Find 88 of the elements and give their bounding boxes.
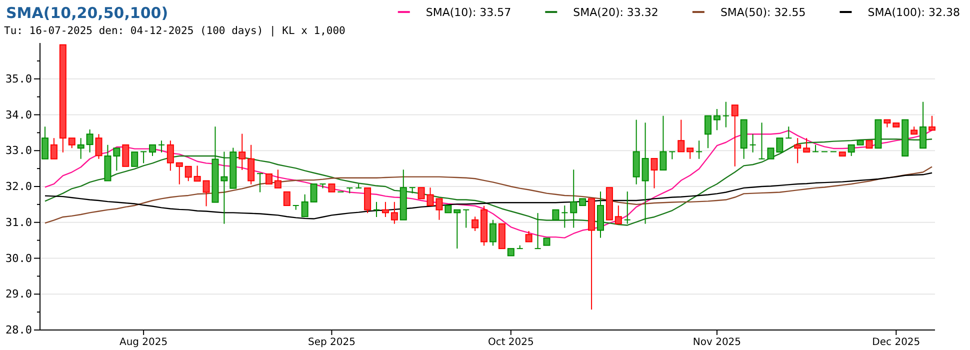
candlestick <box>614 205 622 224</box>
candlestick <box>722 101 730 128</box>
y-tick-label: 28.0 <box>6 324 32 337</box>
candlestick <box>220 151 228 224</box>
candlestick <box>418 187 425 200</box>
candlestick <box>95 134 102 160</box>
candlestick <box>686 148 694 160</box>
candlestick <box>713 108 720 131</box>
candlestick <box>731 104 738 167</box>
legend-label: SMA(10): 33.57 <box>426 6 512 19</box>
candlestick <box>928 115 936 131</box>
candlestick <box>696 140 703 160</box>
candlestick <box>373 201 380 218</box>
y-tick-label: 32.0 <box>6 180 32 194</box>
candlestick <box>131 152 138 167</box>
y-tick-label: 35.0 <box>6 72 32 86</box>
candlestick <box>382 201 389 218</box>
candlestick <box>848 144 855 157</box>
candlestick <box>920 101 927 149</box>
candlestick <box>42 126 48 160</box>
y-tick-label: 29.0 <box>6 288 32 301</box>
candlestick <box>158 140 165 153</box>
legend-label: SMA(100): 32.38 <box>868 6 960 19</box>
candlestick <box>794 138 802 164</box>
candlestick <box>149 144 156 157</box>
legend-label: SMA(20): 33.32 <box>573 6 658 19</box>
candlestick <box>785 126 792 139</box>
candlestick <box>166 140 174 172</box>
line-series <box>44 166 933 224</box>
x-tick-label: Aug 2025 <box>119 337 168 348</box>
y-tick-label: 31.0 <box>6 216 32 229</box>
candlestick <box>525 230 532 242</box>
candlestick <box>310 183 318 202</box>
candlestick <box>68 138 76 149</box>
candlestick <box>660 115 667 170</box>
candlestick <box>140 151 148 164</box>
candlestick <box>194 165 201 182</box>
candlestick <box>668 151 676 160</box>
line-series <box>44 172 933 220</box>
candlestick <box>113 148 120 172</box>
candlestick <box>50 138 58 160</box>
y-tick-label: 34.0 <box>6 108 32 122</box>
candlestick <box>319 183 326 189</box>
candlestick <box>570 169 578 228</box>
candlestick <box>534 212 542 250</box>
candlestick <box>301 194 308 218</box>
candlestick <box>552 209 560 220</box>
candlestick <box>408 187 416 194</box>
candlestick <box>561 205 568 228</box>
candlestick <box>704 115 712 149</box>
candlestick <box>184 166 192 182</box>
candlestick <box>758 122 766 160</box>
candlestick <box>292 205 300 210</box>
x-tick-label: Nov 2025 <box>692 337 742 348</box>
candlestick <box>678 119 685 152</box>
x-tick-label: Sep 2025 <box>308 337 356 348</box>
y-tick-label: 33.0 <box>6 144 32 158</box>
candlestick <box>202 180 210 207</box>
candlestick <box>472 216 479 232</box>
candlestick <box>122 144 130 167</box>
candlestick <box>283 191 290 206</box>
candlestick <box>346 187 354 194</box>
x-tick-label: Dec 2025 <box>872 337 920 348</box>
candlestick <box>624 191 631 224</box>
candlestick <box>803 138 810 153</box>
candlestick <box>454 209 461 250</box>
legend-label: SMA(50): 32.55 <box>720 6 806 19</box>
chart-title: SMA(10,20,50,100) <box>6 4 168 22</box>
candlestick <box>176 162 183 185</box>
candlestick <box>238 133 246 170</box>
candlestick <box>776 138 784 153</box>
candlestick <box>86 128 94 153</box>
chart-subtitle: Tu: 16-07-2025 den: 04-12-2025 (100 days) | KL x 1,000 <box>4 25 346 37</box>
candlestick <box>642 122 649 224</box>
x-tick-label: Oct 2025 <box>488 337 534 348</box>
candlestick <box>265 173 272 184</box>
candlestick <box>462 209 470 228</box>
candlestick <box>390 201 398 224</box>
candlestick <box>248 144 255 185</box>
candlestick <box>749 134 756 153</box>
candlestick <box>274 169 282 188</box>
candlestick <box>489 219 496 246</box>
y-tick-label: 30.0 <box>6 252 32 265</box>
candlestick <box>767 148 774 160</box>
candlestick <box>364 187 372 214</box>
candlestick <box>256 173 264 193</box>
candlestick <box>77 138 84 160</box>
candlestick <box>650 158 658 189</box>
